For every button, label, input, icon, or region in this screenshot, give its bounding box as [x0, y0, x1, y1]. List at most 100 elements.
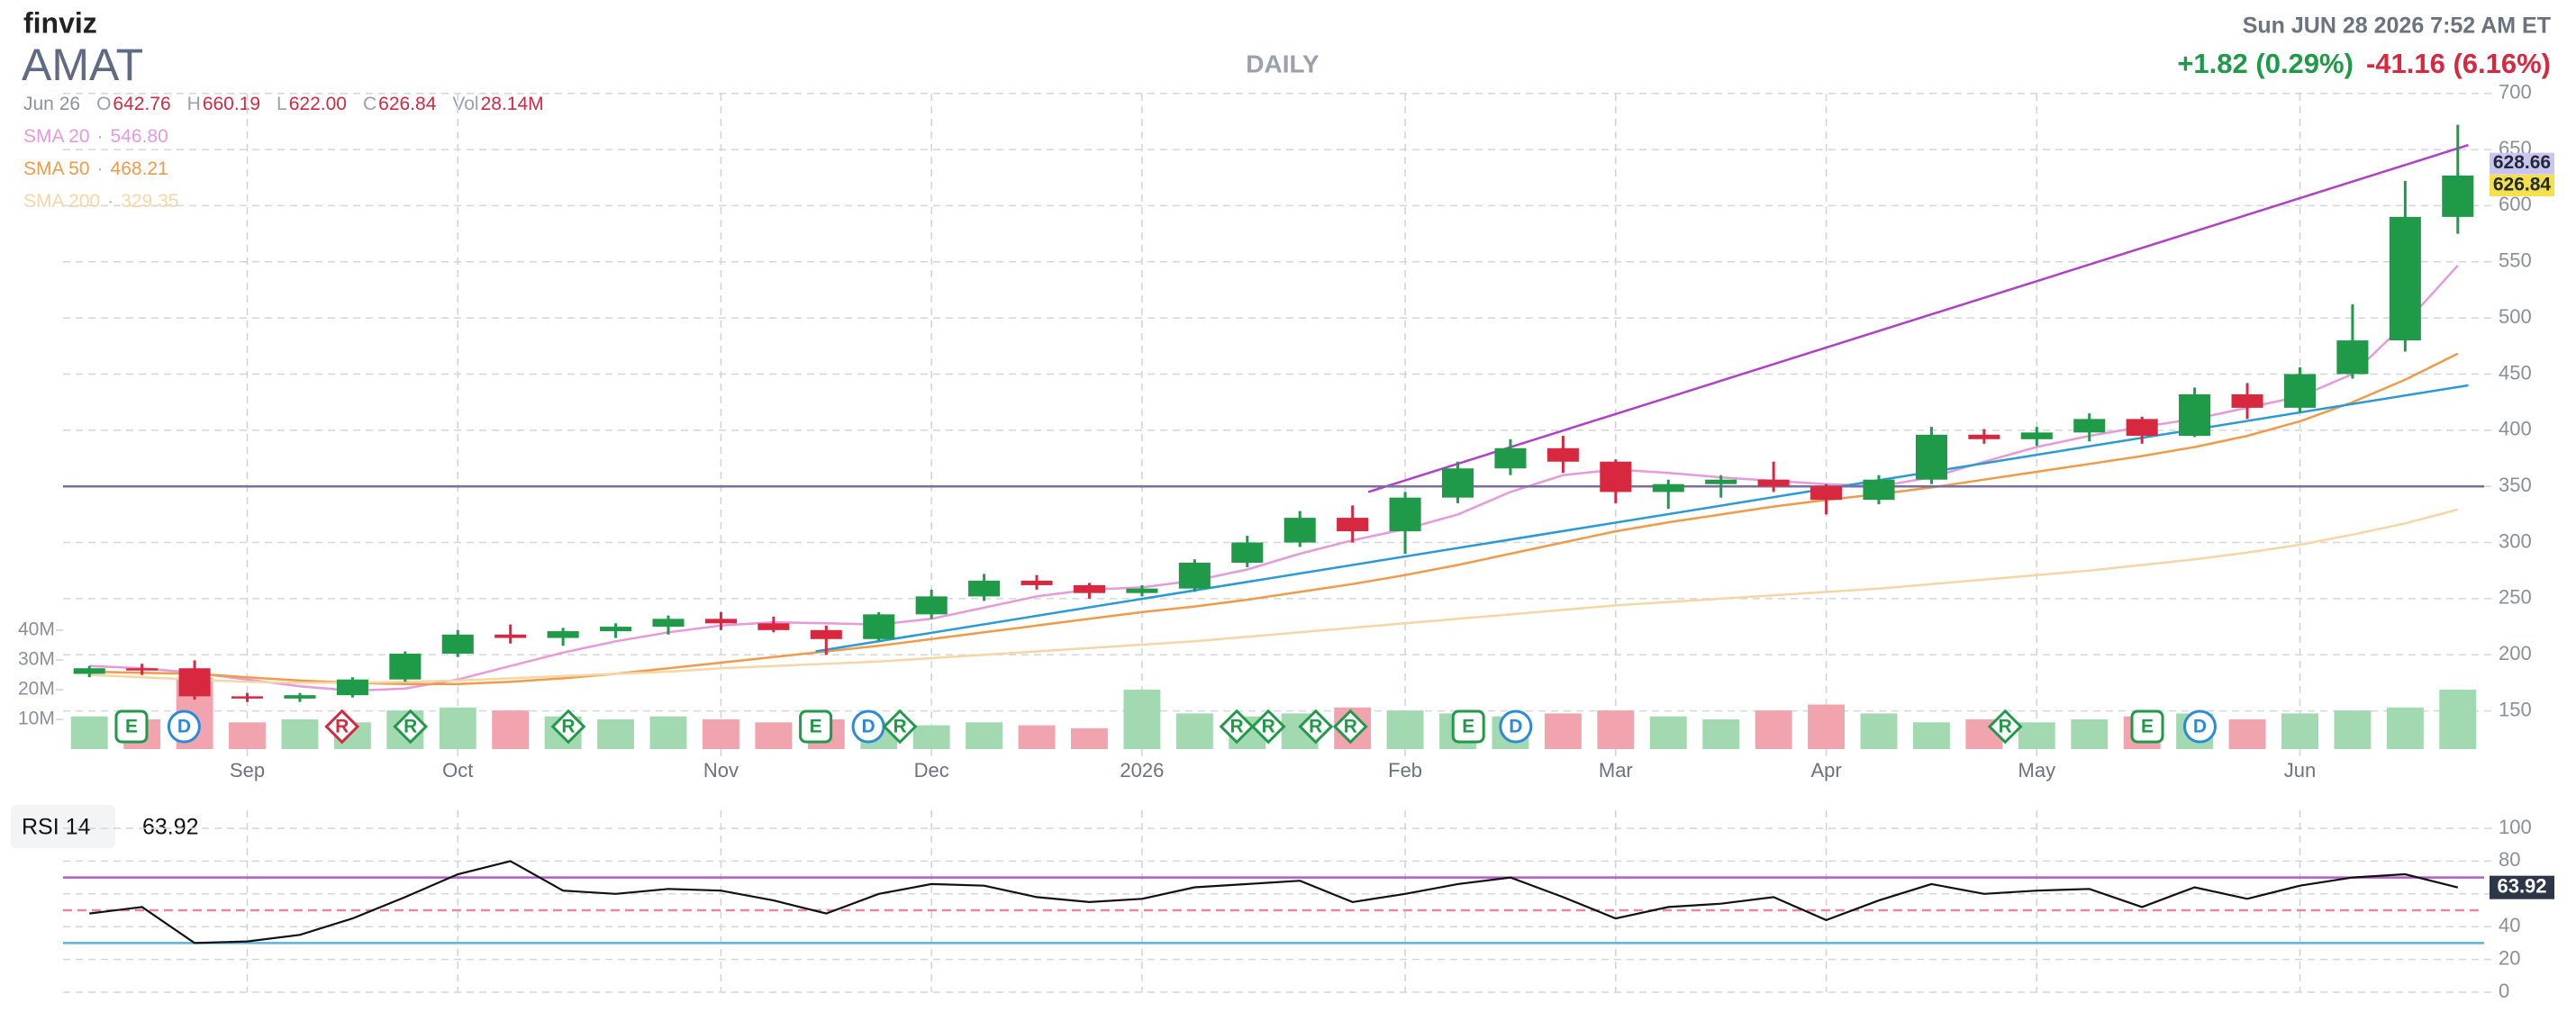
x-tick-label: Dec [914, 759, 949, 782]
candle-body [1231, 542, 1264, 563]
price-tag [2490, 174, 2554, 196]
candle-body [2020, 432, 2053, 439]
ohlc-row: Jun 26 O642.76 H660.19 L622.00 C626.84 Vol28.… [23, 94, 544, 114]
volume-bar [755, 722, 793, 749]
event-marker[interactable] [324, 709, 360, 745]
event-label: D [177, 717, 191, 737]
rsi-tag [2490, 875, 2554, 899]
y-tick-label: 250 [2499, 586, 2532, 609]
legend-name: SMA 20 [23, 126, 90, 147]
legend-separator: · [107, 191, 113, 212]
event-label: R [1309, 717, 1322, 737]
event-marker[interactable] [393, 709, 429, 745]
event-marker[interactable] [1451, 709, 1485, 744]
event-marker[interactable] [882, 709, 918, 745]
candle-body [1389, 497, 1421, 532]
ohlc-value: 626.84 [378, 94, 437, 114]
candle-body [757, 623, 790, 630]
volume-bar [1018, 725, 1056, 749]
candle-body [1073, 584, 1106, 593]
event-marker[interactable] [1219, 709, 1255, 745]
candle-body [2179, 393, 2211, 437]
candle-body [915, 596, 948, 615]
event-marker[interactable] [1332, 709, 1368, 745]
volume-bar [2018, 722, 2055, 749]
event-label: R [893, 717, 907, 737]
candle-body [1494, 447, 1527, 469]
candle-body [2231, 393, 2263, 408]
volume-bar [2334, 710, 2372, 749]
legend-entry: SMA 200 · 329.35 [23, 191, 178, 212]
ohlc-value: 660.19 [203, 94, 260, 114]
volume-tick-label: 30M [18, 649, 55, 670]
y-tick-label: 700 [2499, 81, 2532, 104]
change: +1.82 (0.29%) -41.16 (6.16%) [2177, 48, 2551, 79]
event-marker[interactable] [2182, 709, 2217, 744]
event-label: R [1230, 717, 1244, 737]
candle-body [2073, 419, 2106, 433]
price-tag [2490, 152, 2554, 175]
event-marker[interactable] [114, 709, 149, 744]
trendline [1367, 143, 2469, 493]
x-tick-label: Oct [442, 759, 473, 782]
ohlc-value: 28.14M [481, 94, 544, 114]
event-label: D [1509, 717, 1522, 737]
volume-bar [2071, 719, 2109, 749]
volume-bar [912, 725, 950, 749]
y-tick-label: 400 [2499, 418, 2532, 440]
volume-bar [649, 716, 687, 749]
ohlc-key: O [96, 94, 111, 114]
candle-body [1968, 434, 2000, 439]
rsi-tick-label: 20 [2499, 946, 2520, 969]
event-marker[interactable] [799, 709, 833, 744]
event-marker[interactable] [2130, 709, 2164, 744]
rsi-value: 63.92 [142, 815, 199, 840]
x-tick-label: 2026 [1120, 759, 1164, 782]
event-label: R [335, 717, 349, 737]
volume-tick-label: 20M [18, 679, 55, 700]
volume-bar [2386, 707, 2424, 749]
price-tag-label: 626.84 [2493, 175, 2552, 195]
candle-body [73, 668, 105, 674]
price-tag-label: 628.66 [2493, 152, 2551, 173]
logo[interactable]: finviz [23, 6, 97, 39]
y-tick-label: 150 [2499, 698, 2532, 720]
rsi-tick-label: 40 [2499, 914, 2520, 936]
candle-body [2126, 419, 2158, 437]
candle-body [1337, 518, 1369, 532]
volume-bar [281, 719, 319, 749]
legend-value: 468.21 [111, 158, 168, 179]
volume-bar [702, 719, 739, 749]
sma-line [89, 264, 2459, 692]
event-marker[interactable] [550, 709, 586, 745]
candle-body [441, 634, 474, 655]
event-marker[interactable] [1298, 709, 1334, 745]
rsi-line [89, 860, 2459, 944]
ohlc-value: 642.76 [113, 94, 170, 114]
legend-value: 546.80 [111, 126, 168, 147]
candle-body [1705, 479, 1737, 484]
volume-bar [2281, 713, 2318, 749]
volume-bar [439, 707, 476, 749]
volume-bar [1912, 722, 1950, 749]
legend-name: SMA 200 [23, 191, 100, 212]
candle-body [494, 634, 527, 638]
y-tick-label: 450 [2499, 361, 2532, 384]
event-marker[interactable] [1250, 709, 1286, 745]
event-marker[interactable] [167, 709, 201, 744]
rsi-title: RSI 14 [22, 815, 91, 840]
event-marker[interactable] [1987, 709, 2023, 745]
ohlc-date: Jun 26 [23, 94, 80, 114]
x-tick-label: Sep [230, 759, 265, 782]
candle-body [231, 696, 264, 699]
datetime: Sun JUN 28 2026 7:52 AM ET [2243, 14, 2551, 39]
candle-body [2283, 374, 2317, 408]
volume-bar [1808, 704, 1846, 749]
candle-body [126, 668, 159, 671]
legend-separator: · [97, 126, 104, 147]
event-marker[interactable] [1499, 709, 1533, 744]
volume-tick-label: 40M [18, 619, 55, 640]
rsi-tick-label: 80 [2499, 848, 2520, 871]
timeframe[interactable]: DAILY [1246, 50, 1320, 77]
